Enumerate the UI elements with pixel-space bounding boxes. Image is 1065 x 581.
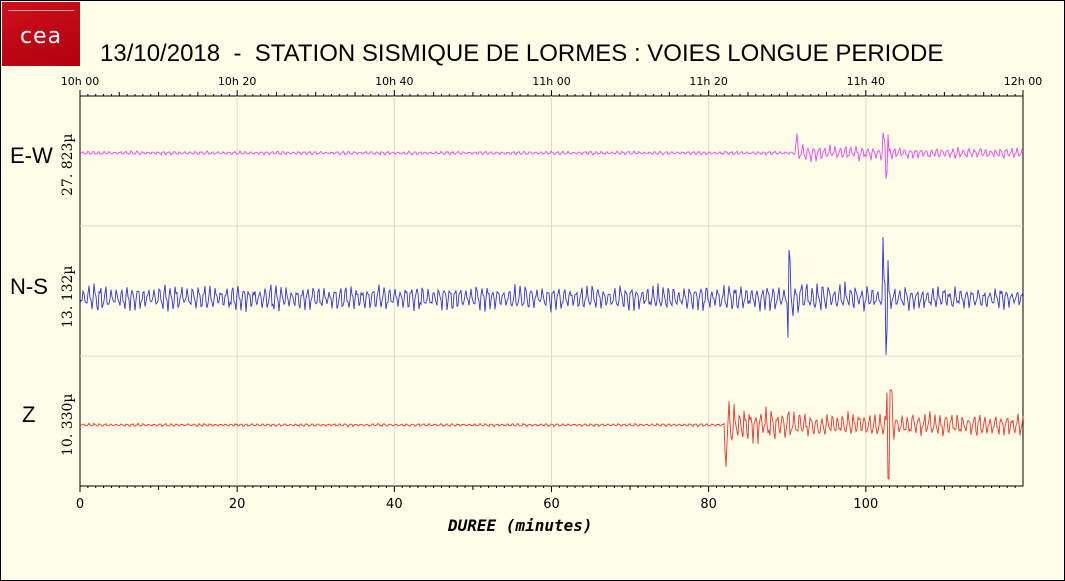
top-axis: 10h 00 10h 20 10h 40 11h 00 11h 20 11h 40 12h … [61, 75, 1042, 96]
scale-label-z: 10. 330µ [60, 393, 76, 456]
channel-label-ns: N-S [10, 274, 48, 299]
top-tick-label: 11h 20 [689, 75, 727, 88]
channel-label-ew: E-W [10, 143, 53, 168]
top-tick-label: 11h 40 [847, 75, 885, 88]
top-tick-label: 12h 00 [1004, 75, 1042, 88]
channel-label-z: Z [22, 402, 36, 427]
chart-title: 13/10/2018 - STATION SISMIQUE DE LORMES … [100, 40, 944, 67]
cea-logo: cea [2, 2, 80, 66]
top-tick-label: 10h 20 [218, 75, 256, 88]
logo-text: cea [19, 24, 63, 49]
trace-ew [79, 132, 1024, 179]
bottom-tick-label: 60 [543, 497, 560, 512]
bottom-tick-label: 100 [853, 497, 878, 512]
bottom-tick-label: 80 [700, 497, 717, 512]
bottom-tick-label: 40 [386, 497, 403, 512]
trace-ns [79, 236, 1024, 356]
trace-z [79, 388, 1024, 481]
scale-label-ns: 13. 132µ [60, 265, 76, 328]
bottom-tick-label: 0 [76, 497, 84, 512]
traces [79, 132, 1024, 481]
bottom-axis: 0 20 40 60 80 100 [76, 486, 1016, 512]
bottom-tick-label: 20 [229, 497, 246, 512]
top-tick-label: 10h 00 [61, 75, 99, 88]
top-tick-label: 10h 40 [375, 75, 413, 88]
logo-tagline [8, 10, 74, 14]
scale-label-ew: 27. 823µ [60, 133, 76, 196]
top-tick-label: 11h 00 [532, 75, 570, 88]
x-axis-label: DUREE (minutes) [448, 516, 593, 535]
